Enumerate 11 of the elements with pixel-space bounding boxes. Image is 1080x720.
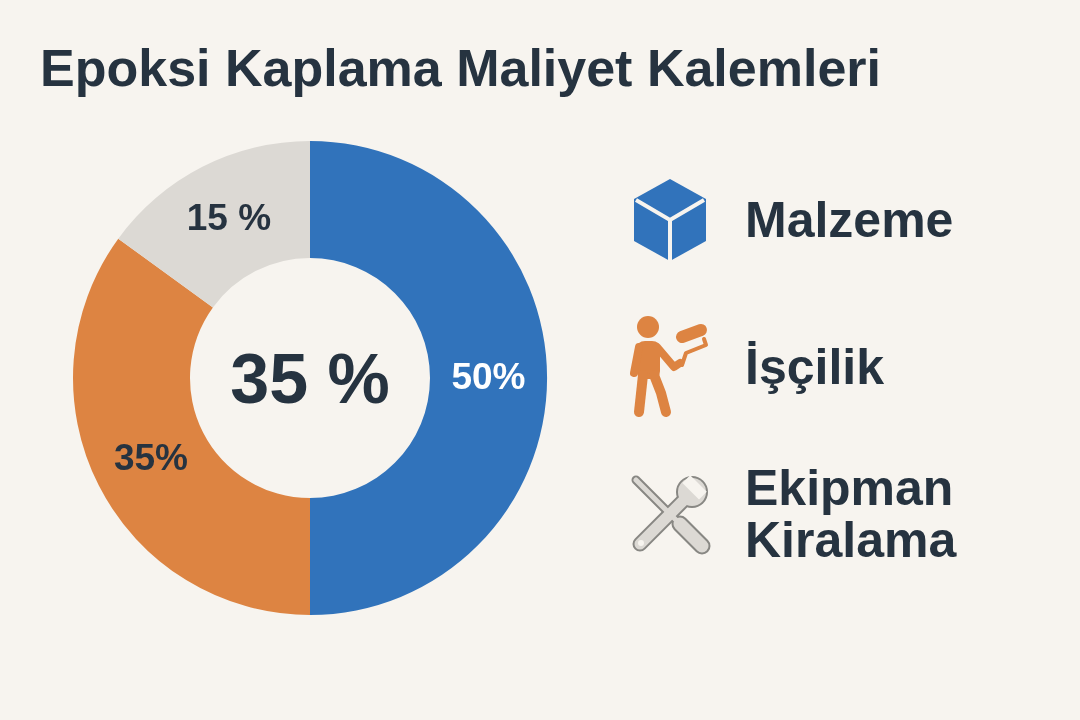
legend-label: Malzeme: [745, 191, 954, 248]
donut-slice: [73, 238, 310, 615]
text: 35 %: [230, 340, 390, 418]
chart-title: Epoksi Kaplama Maliyet Kalemleri: [40, 39, 882, 97]
legend-label: İşçilik: [745, 338, 884, 395]
donut-slice: [310, 141, 547, 615]
donut-slice: [118, 141, 310, 308]
data-label: 15 %: [186, 196, 272, 238]
data-label: 35%: [113, 437, 188, 479]
data-label: 50%: [451, 356, 526, 397]
legend-label: Ekipman Kiralama: [745, 459, 957, 568]
